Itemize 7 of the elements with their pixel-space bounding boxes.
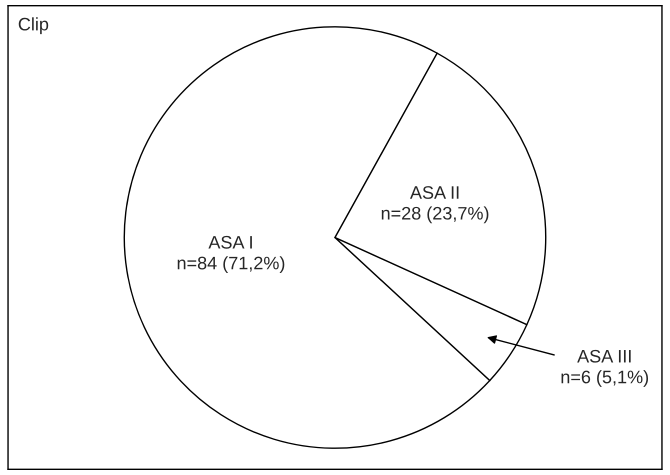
slice-label: ASA III [577, 350, 631, 363]
slice-label: ASA II [410, 186, 458, 199]
data-label: n=84 (71,2%) [178, 256, 284, 274]
data-label: n=28 (23,7%) [382, 206, 488, 224]
data-label: n=6 (5,1%) [562, 370, 648, 387]
slice-label: ASA I [208, 236, 252, 249]
chart-title: Clip [18, 17, 48, 34]
